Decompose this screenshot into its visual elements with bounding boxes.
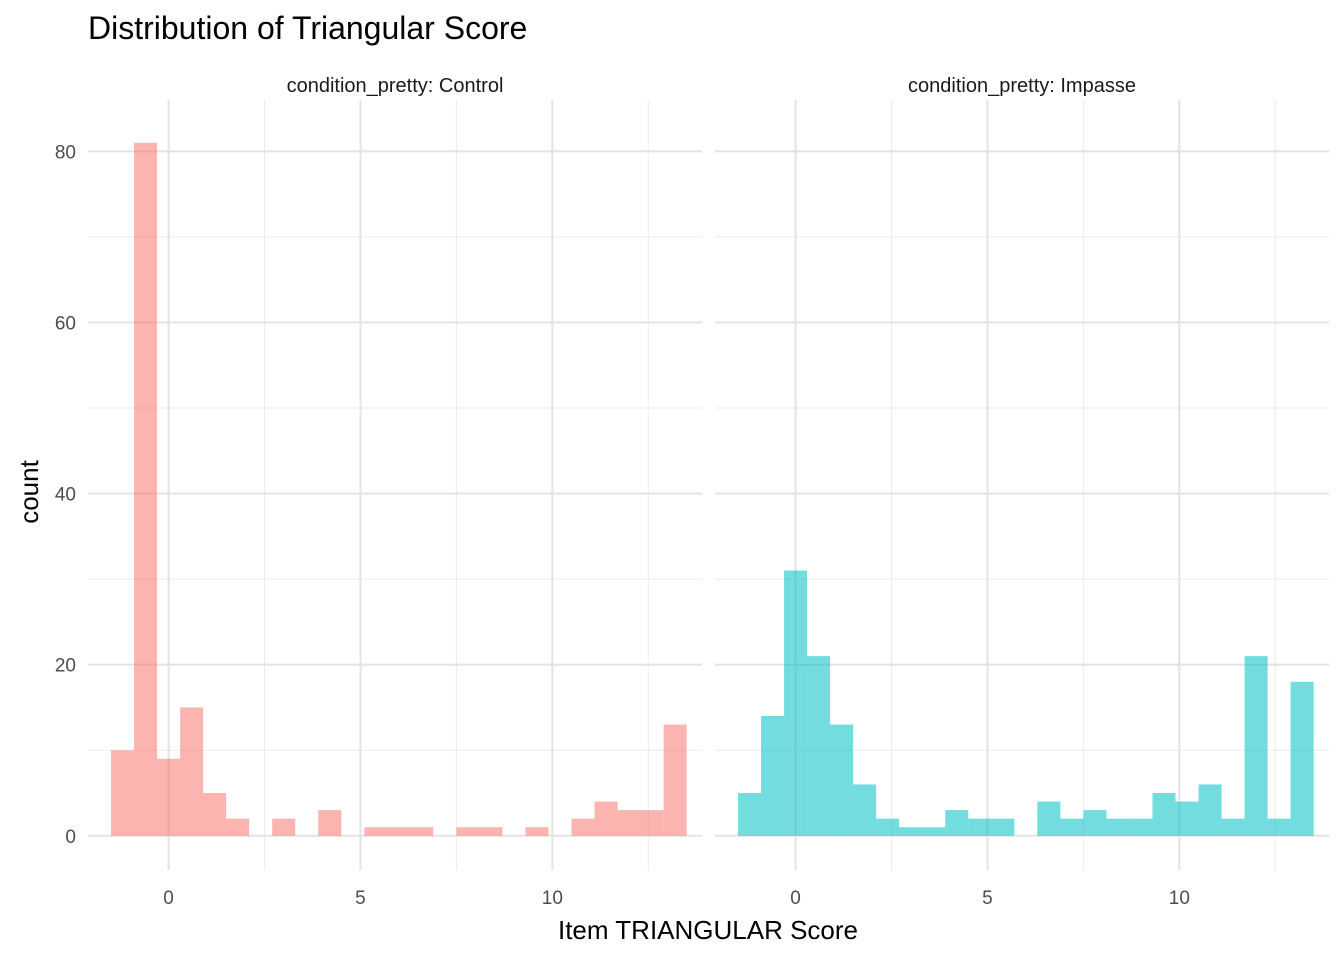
x-tick-label: 10 [1169, 888, 1190, 909]
histogram-bar [364, 827, 388, 836]
facet-strip-label: condition_pretty: Impasse [908, 75, 1136, 97]
histogram-bar [1198, 784, 1222, 836]
histogram-bar [853, 784, 877, 836]
histogram-bar [318, 810, 342, 836]
y-axis-title: count [14, 459, 44, 523]
y-tick-label: 0 [65, 827, 76, 848]
histogram-bar [899, 827, 923, 836]
x-axis-title: Item TRIANGULAR Score [558, 915, 858, 945]
histogram-bar [945, 810, 969, 836]
histogram-bar [876, 818, 900, 836]
histogram-bar [226, 818, 250, 836]
x-tick-label: 10 [542, 888, 563, 909]
histogram-bar [922, 827, 946, 836]
histogram-bar [1152, 793, 1176, 836]
histogram-bar [617, 810, 641, 836]
histogram-bar [991, 818, 1015, 836]
histogram-bar [571, 818, 595, 836]
x-tick-label: 5 [355, 888, 366, 909]
histogram-bar [180, 707, 204, 836]
histogram-bar [157, 758, 181, 836]
histogram-bar [1060, 818, 1084, 836]
histogram-bar [479, 827, 503, 836]
x-tick-label: 0 [163, 888, 174, 909]
y-tick-label: 20 [55, 656, 76, 677]
facet-panel-1: condition_pretty: Control 0 5 10 [88, 75, 702, 909]
histogram-bar [784, 570, 808, 836]
histogram-bar [387, 827, 411, 836]
y-tick-label: 80 [55, 142, 76, 163]
histogram-bar [761, 716, 785, 836]
histogram-bar [1290, 681, 1314, 836]
histogram-bar [134, 142, 158, 836]
histogram-bar [1221, 818, 1245, 836]
histogram-bar [1244, 656, 1268, 836]
y-tick-label: 40 [55, 485, 76, 506]
histogram-bar [456, 827, 480, 836]
facet-panel-2: condition_pretty: Impasse 0 5 10 [715, 75, 1329, 909]
histogram-bar [830, 724, 854, 836]
histogram-bar [1175, 801, 1199, 836]
histogram-bar [1129, 818, 1153, 836]
chart-title: Distribution of Triangular Score [88, 10, 527, 46]
x-tick-label: 5 [982, 888, 993, 909]
histogram-bar [410, 827, 434, 836]
histogram-bar [272, 818, 296, 836]
histogram-bar [525, 827, 549, 836]
histogram-bar [807, 656, 831, 836]
histogram-bar [1106, 818, 1130, 836]
histogram-bar [968, 818, 992, 836]
histogram-bar [1083, 810, 1107, 836]
histogram-bar [640, 810, 664, 836]
x-tick-label: 0 [790, 888, 801, 909]
histogram-bar [594, 801, 618, 836]
y-tick-label: 60 [55, 313, 76, 334]
histogram-bar [111, 750, 135, 836]
histogram-bar [1037, 801, 1061, 836]
histogram-bar [738, 793, 762, 836]
histogram-bar [663, 724, 687, 836]
facet-strip-label: condition_pretty: Control [287, 75, 504, 97]
histogram-bar [203, 793, 227, 836]
histogram-bar [1267, 818, 1291, 836]
